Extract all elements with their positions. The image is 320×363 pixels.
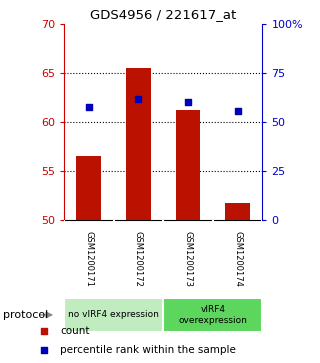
Bar	[126, 68, 151, 220]
Bar	[225, 203, 250, 220]
Bar	[176, 110, 200, 220]
Bar	[64, 298, 163, 332]
Title: GDS4956 / 221617_at: GDS4956 / 221617_at	[90, 8, 236, 21]
Text: GSM1200171: GSM1200171	[84, 231, 93, 286]
Text: no vIRF4 expression: no vIRF4 expression	[68, 310, 159, 319]
Point	[235, 108, 240, 114]
Point	[136, 96, 141, 102]
Text: count: count	[60, 326, 90, 336]
Point	[41, 328, 46, 334]
Text: vIRF4
overexpression: vIRF4 overexpression	[178, 305, 247, 325]
Bar	[76, 156, 101, 220]
Point	[86, 104, 92, 110]
Text: GSM1200174: GSM1200174	[233, 231, 242, 286]
Text: percentile rank within the sample: percentile rank within the sample	[60, 345, 236, 355]
Text: protocol: protocol	[3, 310, 48, 320]
Text: GSM1200172: GSM1200172	[134, 231, 143, 286]
Text: GSM1200173: GSM1200173	[183, 231, 193, 287]
Point	[41, 347, 46, 353]
Bar	[163, 298, 262, 332]
Point	[186, 99, 191, 105]
